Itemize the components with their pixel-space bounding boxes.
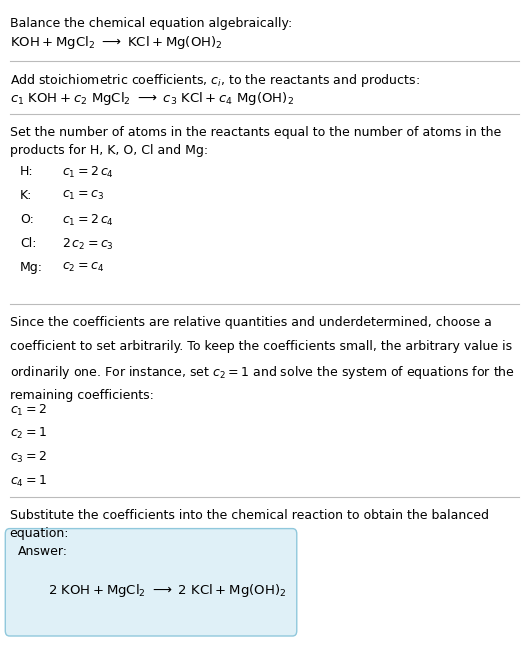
Text: $c_1\ \mathrm{KOH} + c_2\ \mathrm{MgCl_2} \ \longrightarrow \ c_3\ \mathrm{KCl} : $c_1\ \mathrm{KOH} + c_2\ \mathrm{MgCl_2… [10, 90, 294, 107]
Text: H:: H: [20, 165, 34, 178]
Text: $c_1 = c_3$: $c_1 = c_3$ [62, 189, 104, 202]
Text: Since the coefficients are relative quantities and underdetermined, choose a: Since the coefficients are relative quan… [10, 316, 491, 329]
Text: $c_1 = 2\,c_4$: $c_1 = 2\,c_4$ [62, 165, 114, 180]
Text: $c_4 = 1$: $c_4 = 1$ [10, 474, 47, 489]
Text: Balance the chemical equation algebraically:: Balance the chemical equation algebraica… [10, 17, 292, 30]
Text: Mg:: Mg: [20, 261, 43, 274]
Text: $2\,c_2 = c_3$: $2\,c_2 = c_3$ [62, 237, 114, 252]
Text: $c_3 = 2$: $c_3 = 2$ [10, 450, 46, 465]
Text: $c_1 = 2$: $c_1 = 2$ [10, 402, 46, 417]
Text: $\mathrm{KOH + MgCl_2 \ \longrightarrow \ KCl + Mg(OH)_2}$: $\mathrm{KOH + MgCl_2 \ \longrightarrow … [10, 34, 222, 51]
Text: K:: K: [20, 189, 32, 202]
Text: $c_2 = c_4$: $c_2 = c_4$ [62, 261, 104, 274]
Text: O:: O: [20, 213, 34, 226]
Text: Add stoichiometric coefficients, $c_i$, to the reactants and products:: Add stoichiometric coefficients, $c_i$, … [10, 72, 419, 89]
Text: $\mathrm{2\ KOH + MgCl_2 \ \longrightarrow \ 2\ KCl + Mg(OH)_2}$: $\mathrm{2\ KOH + MgCl_2 \ \longrightarr… [48, 582, 286, 599]
Text: $c_2 = 1$: $c_2 = 1$ [10, 426, 47, 441]
Text: Cl:: Cl: [20, 237, 37, 250]
Text: ordinarily one. For instance, set $c_2 = 1$ and solve the system of equations fo: ordinarily one. For instance, set $c_2 =… [10, 364, 515, 381]
Text: Set the number of atoms in the reactants equal to the number of atoms in the
pro: Set the number of atoms in the reactants… [10, 126, 501, 157]
Text: Substitute the coefficients into the chemical reaction to obtain the balanced
eq: Substitute the coefficients into the che… [10, 509, 488, 540]
FancyBboxPatch shape [5, 529, 297, 636]
Text: remaining coefficients:: remaining coefficients: [10, 388, 153, 402]
Text: $c_1 = 2\,c_4$: $c_1 = 2\,c_4$ [62, 213, 114, 228]
Text: coefficient to set arbitrarily. To keep the coefficients small, the arbitrary va: coefficient to set arbitrarily. To keep … [10, 340, 512, 353]
Text: Answer:: Answer: [18, 545, 68, 558]
